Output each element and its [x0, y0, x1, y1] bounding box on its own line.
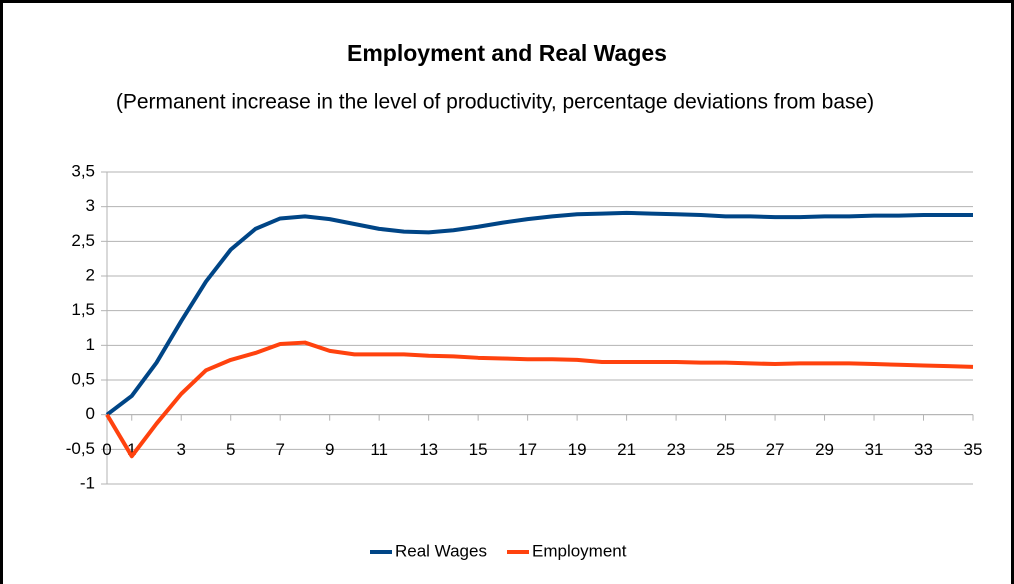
legend-label: Employment: [532, 541, 627, 560]
x-tick-label: 21: [617, 440, 636, 459]
x-tick-label: 17: [518, 440, 537, 459]
legend-label: Real Wages: [395, 541, 487, 560]
x-tick-label: 11: [370, 440, 388, 459]
x-tick-label: 5: [226, 440, 235, 459]
y-tick-label: -0,5: [66, 439, 95, 458]
y-tick-label: 2: [86, 265, 95, 284]
y-tick-label: 3: [86, 196, 95, 215]
y-tick-label: -1: [80, 473, 95, 492]
x-tick-label: 3: [176, 440, 185, 459]
x-tick-label: 23: [667, 440, 686, 459]
y-tick-label: 2,5: [71, 231, 95, 250]
y-tick-label: 3,5: [71, 161, 95, 180]
x-tick-label: 35: [964, 440, 983, 459]
x-tick-label: 31: [865, 440, 884, 459]
y-tick-label: 1: [86, 335, 95, 354]
x-tick-label: 7: [275, 440, 284, 459]
x-tick-label: 19: [568, 440, 587, 459]
x-tick-label: 25: [716, 440, 735, 459]
x-tick-label: 9: [325, 440, 334, 459]
series-line: [105, 210, 973, 417]
legend: Real Wages Employment: [370, 541, 627, 560]
grid: 3,532,521,510,50-0,5-10 1 3 5 7 9 11 13 15 17 19 21…: [66, 161, 983, 492]
x-tick-label: 13: [419, 440, 438, 459]
x-tick-label: 29: [815, 440, 834, 459]
x-tick-label: 15: [469, 440, 488, 459]
x-tick-label: 0: [102, 440, 111, 459]
x-tick-label: 27: [766, 440, 785, 459]
plot: [105, 210, 974, 459]
x-tick-label: 33: [914, 440, 933, 459]
y-tick-label: 1,5: [71, 300, 95, 319]
series-line: [105, 340, 974, 459]
y-tick-label: 0,5: [71, 369, 95, 388]
x-tick-label: 1: [127, 440, 136, 459]
chart-subtitle: (Permanent increase in the level of prod…: [116, 91, 874, 114]
chart-title: Employment and Real Wages: [347, 40, 667, 66]
y-tick-label: 0: [86, 404, 95, 423]
